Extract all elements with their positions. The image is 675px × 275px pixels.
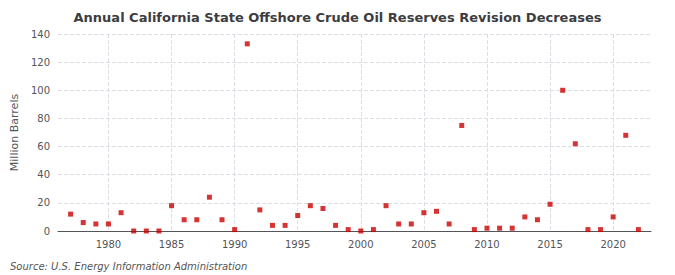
svg-text:2005: 2005 [411,239,436,250]
svg-text:140: 140 [31,29,50,40]
svg-text:2000: 2000 [348,239,373,250]
svg-text:0: 0 [44,226,50,237]
svg-text:Million Barrels: Million Barrels [8,94,21,172]
svg-text:1980: 1980 [96,239,121,250]
svg-text:1985: 1985 [159,239,184,250]
svg-text:2015: 2015 [537,239,562,250]
svg-text:20: 20 [37,197,50,208]
svg-text:Annual California State Offsho: Annual California State Offshore Crude O… [74,10,602,25]
svg-text:2010: 2010 [474,239,499,250]
svg-text:1990: 1990 [222,239,247,250]
svg-text:80: 80 [37,113,50,124]
svg-text:40: 40 [37,169,50,180]
svg-text:100: 100 [31,85,50,96]
svg-text:60: 60 [37,141,50,152]
svg-text:1995: 1995 [285,239,310,250]
svg-text:120: 120 [31,57,50,68]
svg-text:Source: U.S. Energy Informatio: Source: U.S. Energy Information Administ… [10,261,247,272]
svg-text:2020: 2020 [600,239,625,250]
